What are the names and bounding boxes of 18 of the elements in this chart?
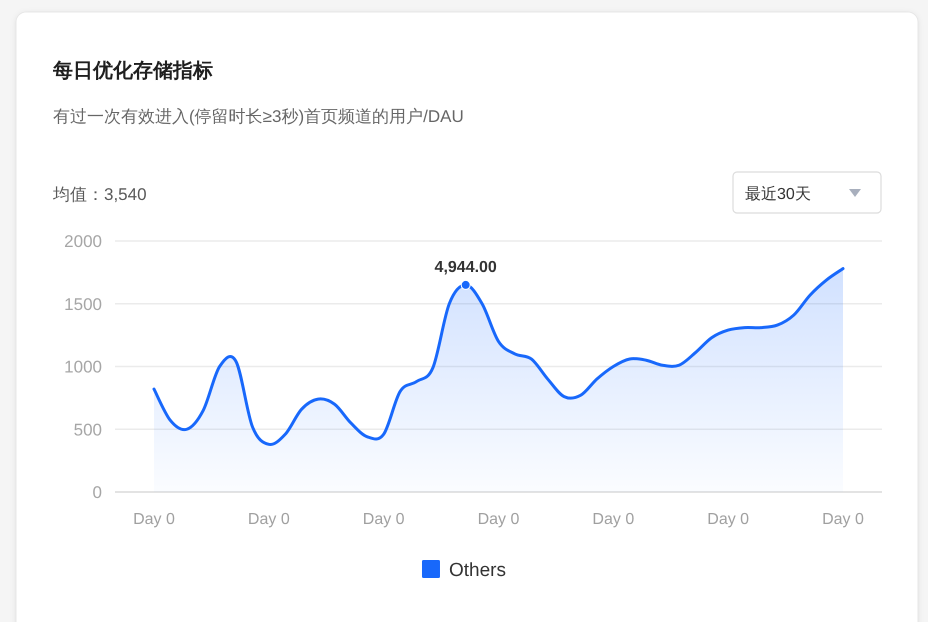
y-tick-label: 2000 xyxy=(64,232,102,251)
x-tick-label: Day 0 xyxy=(133,511,175,528)
x-tick-label: Day 0 xyxy=(248,511,290,528)
text: 最近30天 xyxy=(745,185,811,203)
x-tick-label: Day 0 xyxy=(707,511,750,528)
x-tick-label: Day 0 xyxy=(822,511,864,528)
x-tick-label: Day 0 xyxy=(362,511,405,528)
chart-title: 每日优化存储指标 xyxy=(52,60,213,82)
y-tick-label: 0 xyxy=(92,483,102,502)
text: 均值：3,540 xyxy=(52,185,147,204)
y-tick-label: 1500 xyxy=(64,294,102,314)
y-tick-label: 1000 xyxy=(64,358,102,376)
annotation: 4,944.00 xyxy=(434,258,497,276)
y-tick-label: 500 xyxy=(74,420,102,440)
legend-label: Others xyxy=(448,560,506,581)
x-tick-label: Day 0 xyxy=(478,511,520,528)
x-tick-label: Day 0 xyxy=(592,511,634,528)
chart-subtitle: 有过一次有效进入(停留时长≥3秒)首页频道的用户/DAU xyxy=(53,107,464,126)
